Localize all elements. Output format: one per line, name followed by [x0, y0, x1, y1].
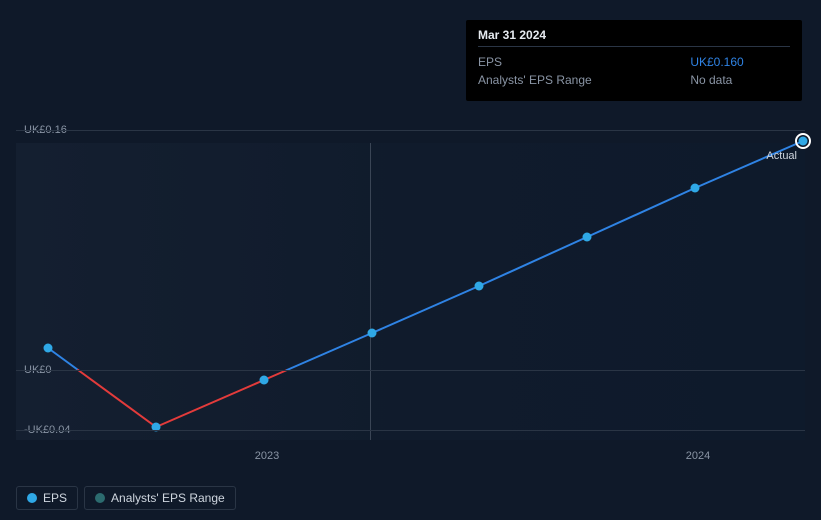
eps-line-segment	[287, 333, 372, 370]
tooltip-row-value: No data	[690, 71, 790, 89]
eps-line-segment	[48, 348, 78, 370]
tooltip-row: EPSUK£0.160	[478, 53, 790, 71]
legend-item[interactable]: EPS	[16, 486, 78, 510]
eps-chart: UK£0.16UK£0-UK£0.04 20232024 Actual Mar …	[0, 0, 821, 520]
grid-line	[16, 370, 805, 371]
eps-marker	[475, 282, 484, 291]
tooltip-row-value: UK£0.160	[690, 53, 790, 71]
eps-line-segment	[695, 141, 803, 188]
x-axis-label: 2024	[686, 450, 710, 462]
eps-line-segment	[78, 370, 156, 427]
legend-item[interactable]: Analysts' EPS Range	[84, 486, 236, 510]
legend: EPS Analysts' EPS Range	[16, 486, 236, 510]
grid-line	[16, 430, 805, 431]
tooltip-title: Mar 31 2024	[478, 28, 790, 42]
tooltip-divider	[478, 46, 790, 47]
actual-label: Actual	[766, 150, 797, 162]
eps-marker	[368, 329, 377, 338]
eps-line-segment	[156, 380, 264, 427]
tooltip-row-key: Analysts' EPS Range	[478, 71, 690, 89]
eps-marker	[691, 184, 700, 193]
tooltip-row: Analysts' EPS RangeNo data	[478, 71, 790, 89]
legend-swatch	[27, 493, 37, 503]
grid-line	[16, 130, 805, 131]
eps-marker	[44, 344, 53, 353]
eps-line-segment	[587, 188, 695, 237]
eps-marker	[799, 137, 808, 146]
legend-label: EPS	[43, 491, 67, 505]
tooltip-row-key: EPS	[478, 53, 690, 71]
tooltip: Mar 31 2024 EPSUK£0.160Analysts' EPS Ran…	[466, 20, 802, 101]
tooltip-table: EPSUK£0.160Analysts' EPS RangeNo data	[478, 53, 790, 89]
eps-marker	[260, 376, 269, 385]
legend-label: Analysts' EPS Range	[111, 491, 225, 505]
eps-line-segment	[372, 286, 479, 333]
x-axis-label: 2023	[255, 450, 279, 462]
legend-swatch	[95, 493, 105, 503]
eps-marker	[583, 233, 592, 242]
eps-line-segment	[479, 237, 587, 286]
